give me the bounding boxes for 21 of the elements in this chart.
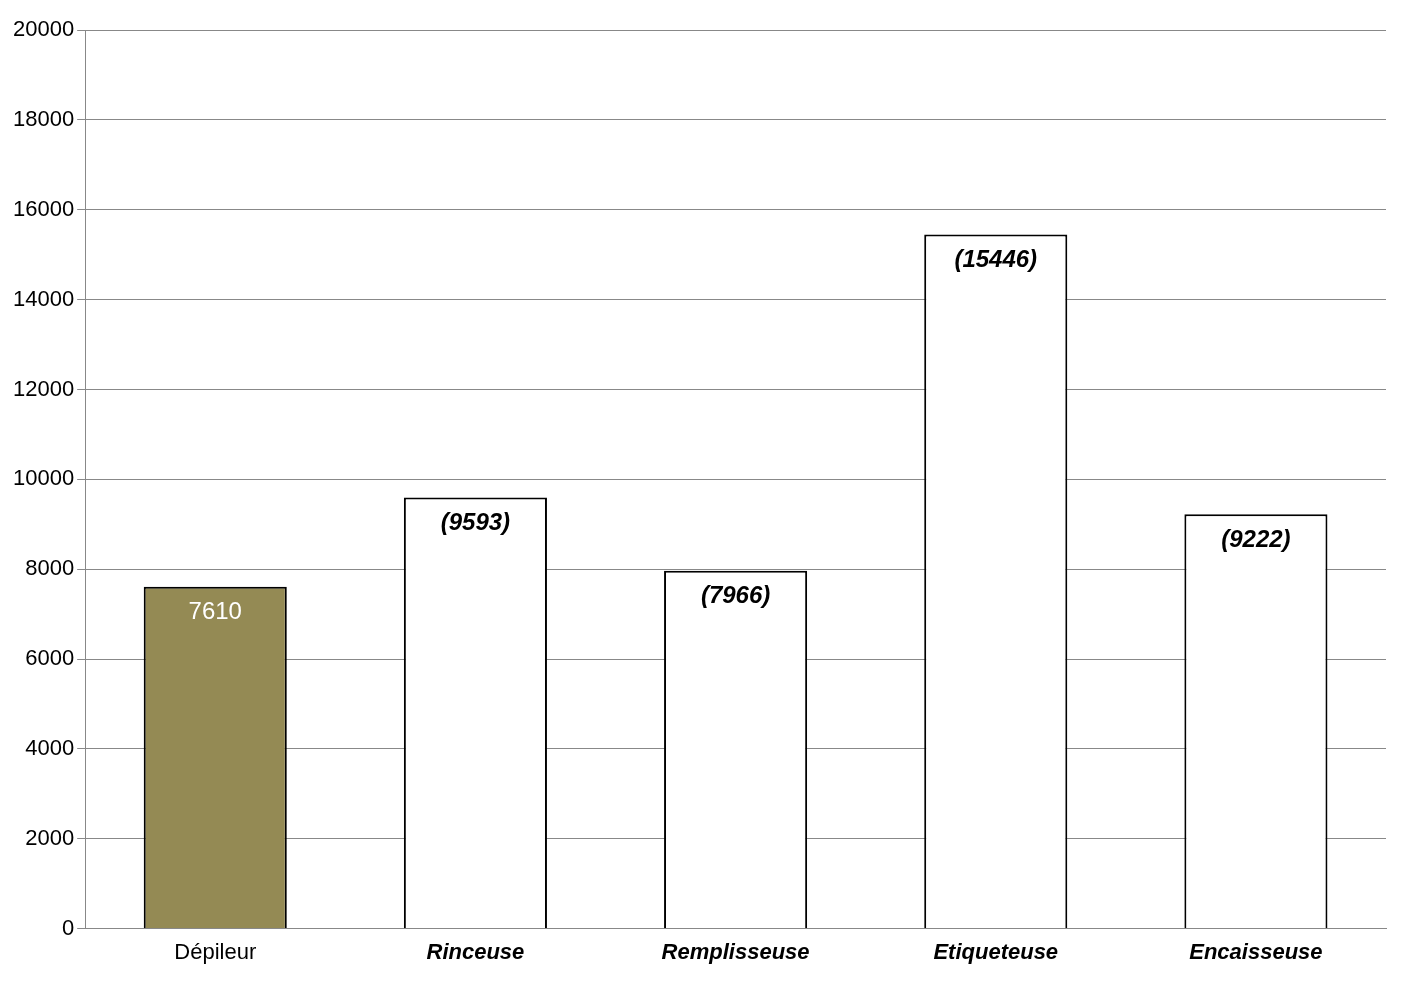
- data-label: (7966): [700, 581, 771, 609]
- y-tick-label: 6000: [25, 645, 75, 671]
- data-label: (9593): [440, 508, 511, 536]
- y-tick-label: 4000: [25, 734, 75, 760]
- data-label: 7610: [188, 597, 242, 625]
- x-tick-label: Encaisseuse: [1189, 938, 1323, 964]
- y-tick-label: 2000: [25, 824, 75, 850]
- y-tick-label: 18000: [12, 105, 75, 131]
- y-tick-label: 10000: [12, 465, 75, 491]
- data-label: (9222): [1221, 524, 1291, 552]
- y-tick-label: 16000: [12, 195, 75, 221]
- y-tick-label: 20000: [12, 16, 75, 42]
- data-label: (15446): [954, 245, 1038, 273]
- x-tick-label: Dépileur: [174, 938, 257, 964]
- x-tick-label: Etiqueteuse: [933, 938, 1059, 964]
- y-tick-label: 0: [61, 914, 75, 940]
- x-tick-label: Rinceuse: [426, 938, 525, 964]
- y-tick-label: 8000: [25, 555, 75, 581]
- x-tick-label: Remplisseuse: [661, 938, 810, 964]
- y-tick-label: 14000: [12, 285, 75, 311]
- y-tick-label: 12000: [12, 375, 75, 401]
